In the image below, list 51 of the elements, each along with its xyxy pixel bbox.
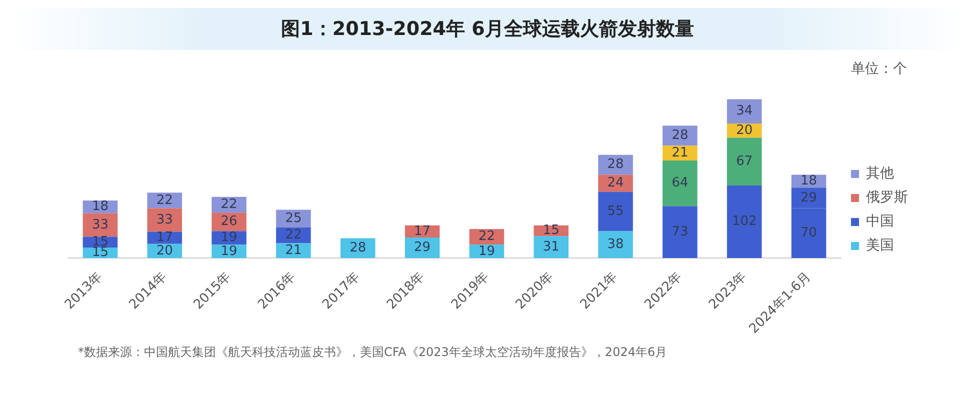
bar — [598, 231, 633, 258]
text: 单位：个 — [851, 60, 907, 78]
legend-label: 中国 — [866, 214, 894, 230]
data-label: 20 — [156, 243, 173, 258]
data-label: 29 — [800, 190, 818, 206]
bar — [534, 236, 569, 258]
data-label: 22 — [220, 197, 238, 212]
data-label: 15 — [542, 223, 560, 238]
data-label: 18 — [92, 199, 108, 214]
bar — [598, 192, 633, 232]
data-label: 22 — [156, 192, 173, 208]
bar — [276, 210, 311, 228]
data-label: 28 — [350, 240, 366, 256]
data-label: 33 — [92, 217, 108, 232]
legend-label: 俄罗斯 — [866, 190, 908, 206]
data-label: 24 — [607, 176, 624, 191]
data-label: 22 — [478, 229, 495, 244]
data-label: 28 — [672, 128, 688, 143]
data-label: 31 — [542, 240, 560, 255]
data-label: 20 — [736, 122, 753, 138]
data-label: 34 — [736, 104, 753, 119]
data-label: 25 — [285, 210, 302, 226]
data-label: 55 — [607, 204, 624, 219]
data-label: 26 — [220, 214, 238, 230]
data-label: 28 — [607, 157, 624, 172]
data-label: 22 — [285, 228, 302, 243]
data-label: 73 — [672, 224, 688, 240]
data-label: 102 — [732, 214, 757, 230]
data-label: 19 — [220, 244, 238, 259]
data-label: 70 — [800, 226, 818, 241]
bar — [147, 208, 182, 232]
data-label: 18 — [800, 174, 818, 189]
data-label: 19 — [220, 230, 238, 246]
bar — [147, 192, 182, 208]
data-label: 19 — [478, 244, 495, 259]
data-label: 21 — [672, 145, 688, 160]
bar — [726, 138, 762, 186]
data-label: 17 — [414, 224, 431, 239]
chart-title: 图1：2013-2024年 6月全球运载火箭发射数量 — [8, 8, 967, 50]
bar — [726, 99, 762, 124]
text: *数据来源：中国航天集团《航天科技活动蓝皮书》，美国CFA《2023年全球太空活动年度报告》，2024年6月 — [77, 344, 668, 361]
bar — [662, 160, 698, 206]
data-label: 29 — [414, 240, 431, 256]
data-label: 38 — [607, 237, 624, 252]
data-label: 21 — [285, 243, 302, 258]
legend-label: 美国 — [866, 238, 894, 254]
data-label: 17 — [156, 230, 173, 246]
data-label: 64 — [672, 176, 688, 191]
data-label: 33 — [156, 212, 173, 228]
legend-label: 其他 — [866, 166, 894, 182]
data-label: 67 — [736, 154, 753, 169]
